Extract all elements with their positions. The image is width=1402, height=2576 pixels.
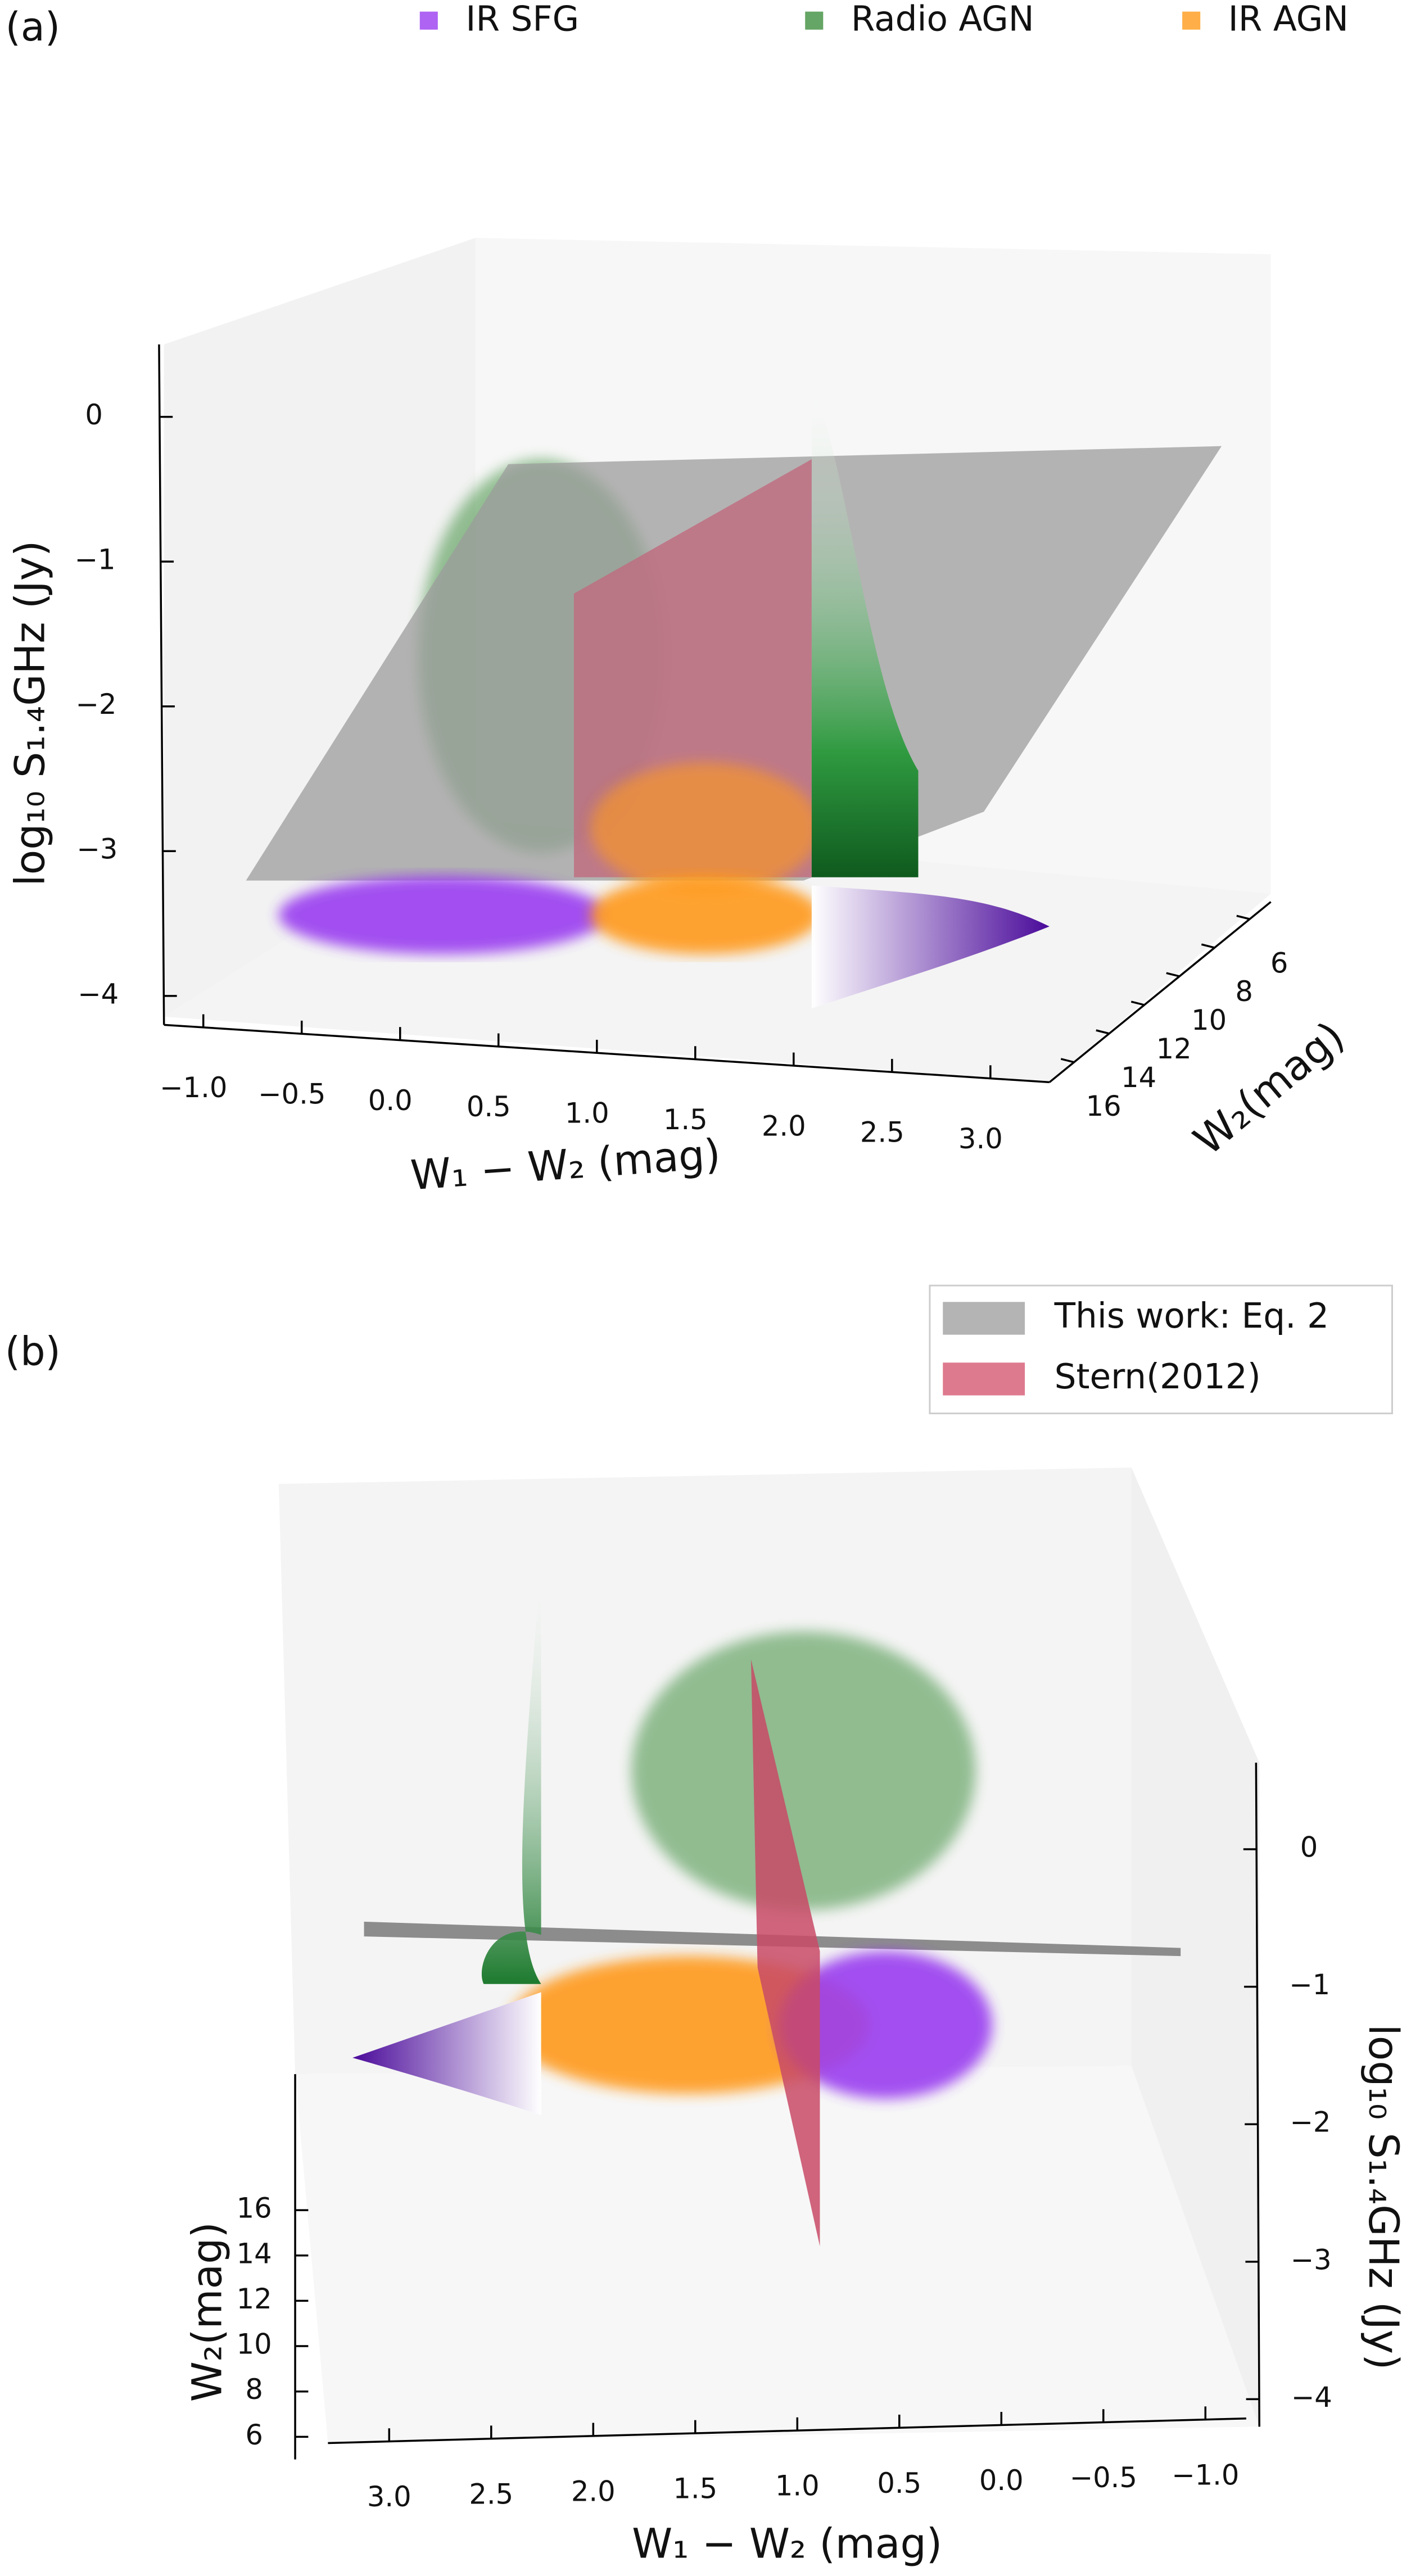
x-axis-label: W₁ − W₂ (mag): [409, 1130, 722, 1199]
legend-swatch: [419, 11, 438, 30]
panel-b-scene: [278, 1467, 1260, 2443]
axis-line: [158, 344, 165, 1025]
z-tick-label: −3: [76, 833, 117, 866]
x-tick-label: 0.5: [877, 2467, 921, 2500]
y-tick-label: 10: [1191, 1004, 1227, 1036]
tick-mark: [1166, 972, 1180, 977]
legend-swatch: [943, 1362, 1025, 1396]
legend-swatch: [1182, 11, 1201, 30]
y-tick-label: 16: [237, 2192, 272, 2225]
x-tick-label: 3.0: [958, 1122, 1003, 1155]
y-tick-label: 6: [1270, 947, 1288, 979]
x-tick-label: 1.5: [673, 2473, 717, 2505]
z-tick-label: −4: [1291, 2381, 1332, 2414]
x-tick-label: 1.0: [565, 1097, 609, 1130]
x-tick-label: 0.5: [467, 1090, 511, 1123]
z-tick-label: −2: [1290, 2106, 1331, 2139]
x-tick-label: 0.0: [979, 2464, 1024, 2497]
x-tick-label: 2.0: [762, 1110, 806, 1142]
y-tick-label: 14: [1121, 1061, 1156, 1094]
z-axis-label: log₁₀ S₁.₄GHz (Jy): [6, 541, 54, 886]
y-tick-label: 12: [237, 2283, 272, 2315]
x-tick-label: −0.5: [1070, 2461, 1137, 2494]
legend-label: Stern(2012): [1055, 1357, 1261, 1397]
legend-label: This work: Eq. 2: [1054, 1296, 1329, 1336]
cloud: [590, 762, 820, 894]
z-tick-label: −3: [1291, 2243, 1332, 2276]
z-tick-label: −1: [1289, 1968, 1330, 2001]
axis-line: [1048, 901, 1272, 1083]
tick-mark: [1236, 914, 1250, 920]
plane: [750, 1659, 820, 2247]
legend-swatch: [943, 1302, 1025, 1335]
panel-a-scene: [164, 238, 1271, 1083]
x-tick-label: 2.5: [469, 2478, 513, 2510]
density-curve: [481, 1558, 541, 1984]
x-tick-label: −1.0: [160, 1071, 227, 1104]
x-tick-label: −1.0: [1172, 2459, 1239, 2491]
x-tick-label: −0.5: [258, 1078, 325, 1111]
y-tick-label: 10: [237, 2328, 272, 2361]
x-axis-label: W₁ − W₂ (mag): [632, 2520, 942, 2568]
cloud: [631, 1631, 976, 1911]
panel-label: (b): [5, 1329, 61, 1375]
x-tick-label: 1.0: [775, 2470, 820, 2502]
z-tick-label: −1: [75, 544, 116, 576]
side-pane: [1131, 1467, 1260, 2427]
y-axis-label: W₂(mag): [183, 2222, 231, 2402]
axis-line: [164, 1024, 1050, 1084]
tick-mark: [1201, 943, 1215, 949]
cloud: [278, 875, 607, 954]
x-tick-label: 3.0: [367, 2480, 411, 2513]
tick-mark: [1060, 1058, 1075, 1063]
x-tick-label: 2.5: [860, 1116, 904, 1149]
cloud: [590, 875, 820, 954]
legend-label: Radio AGN: [851, 0, 1034, 39]
legend-swatch: [805, 11, 824, 30]
legend-label: IR AGN: [1228, 0, 1349, 39]
z-tick-label: −4: [78, 977, 119, 1010]
y-tick-label: 8: [245, 2373, 263, 2406]
legend-label: IR SFG: [465, 0, 579, 39]
y-tick-label: 8: [1235, 975, 1253, 1008]
x-tick-label: 2.0: [571, 2475, 616, 2507]
panel-label: (a): [6, 4, 61, 50]
density-curve: [811, 885, 1050, 1009]
x-tick-label: 1.5: [663, 1103, 708, 1136]
z-tick-label: −2: [75, 688, 116, 721]
z-tick-label: 0: [1300, 1831, 1318, 1864]
tick-mark: [1096, 1029, 1110, 1035]
tick-mark: [1130, 1000, 1145, 1006]
floor-pane: [295, 2066, 1260, 2443]
y-tick-label: 14: [237, 2237, 272, 2270]
density-curve: [811, 377, 919, 877]
density-curve: [352, 1992, 541, 2116]
z-tick-label: 0: [85, 399, 103, 431]
axis-line: [328, 2417, 1246, 2444]
axis-line: [1255, 1762, 1260, 2427]
x-tick-label: 0.0: [368, 1084, 413, 1117]
z-axis-label: log₁₀ S₁.₄GHz (Jy): [1359, 2024, 1402, 2370]
y-tick-label: 6: [245, 2419, 263, 2451]
y-tick-label: 16: [1086, 1090, 1121, 1122]
y-tick-label: 12: [1156, 1033, 1192, 1065]
cloud: [779, 1951, 992, 2099]
